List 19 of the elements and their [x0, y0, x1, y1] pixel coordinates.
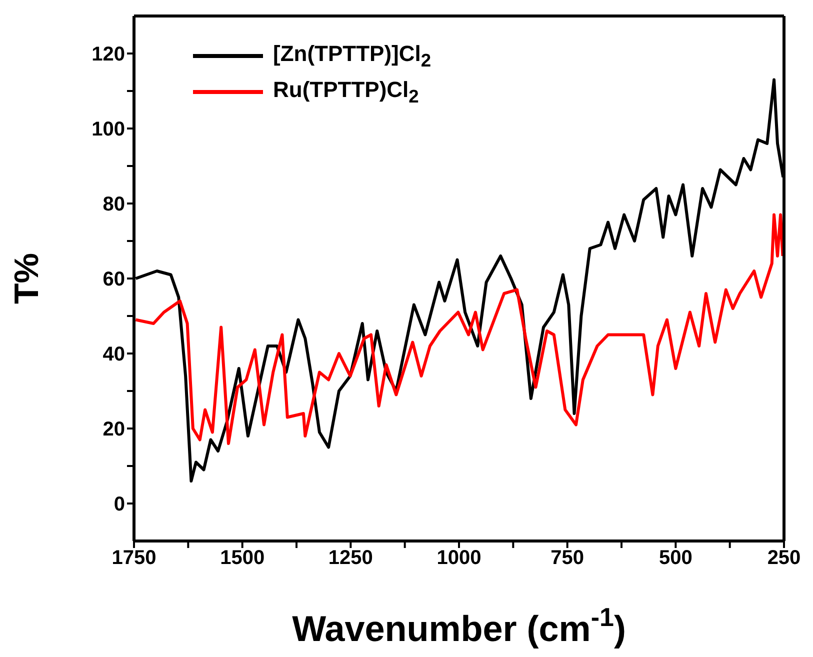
y-tick-label: 100	[92, 118, 125, 141]
x-tick-label: 1500	[220, 547, 265, 570]
x-tick-label: 1750	[112, 547, 156, 570]
x-axis-title: Wavenumber (cm$^{-1}$)	[292, 602, 626, 649]
y-tick-label: 120	[92, 44, 125, 66]
y-axis-title: T%	[8, 253, 46, 304]
x-tick-label: 1250	[328, 547, 373, 570]
y-tick-label: 40	[102, 344, 125, 366]
legend-label: Ru(TPTTP)Cl$_{2}$	[273, 76, 419, 108]
line-series	[134, 213, 784, 445]
y-tick-label: 0	[114, 494, 125, 516]
legend-label: [Zn(TPTTP)]Cl$_{2}$	[273, 40, 432, 72]
x-tick-label: 750	[550, 547, 584, 570]
y-tick-label: 80	[102, 194, 125, 216]
y-tick-label: 60	[102, 268, 125, 291]
x-tick-label: 1000	[436, 547, 482, 570]
x-tick-label: 500	[658, 547, 692, 570]
x-tick-label: 250	[767, 547, 801, 570]
y-tick-label: 20	[102, 418, 125, 441]
